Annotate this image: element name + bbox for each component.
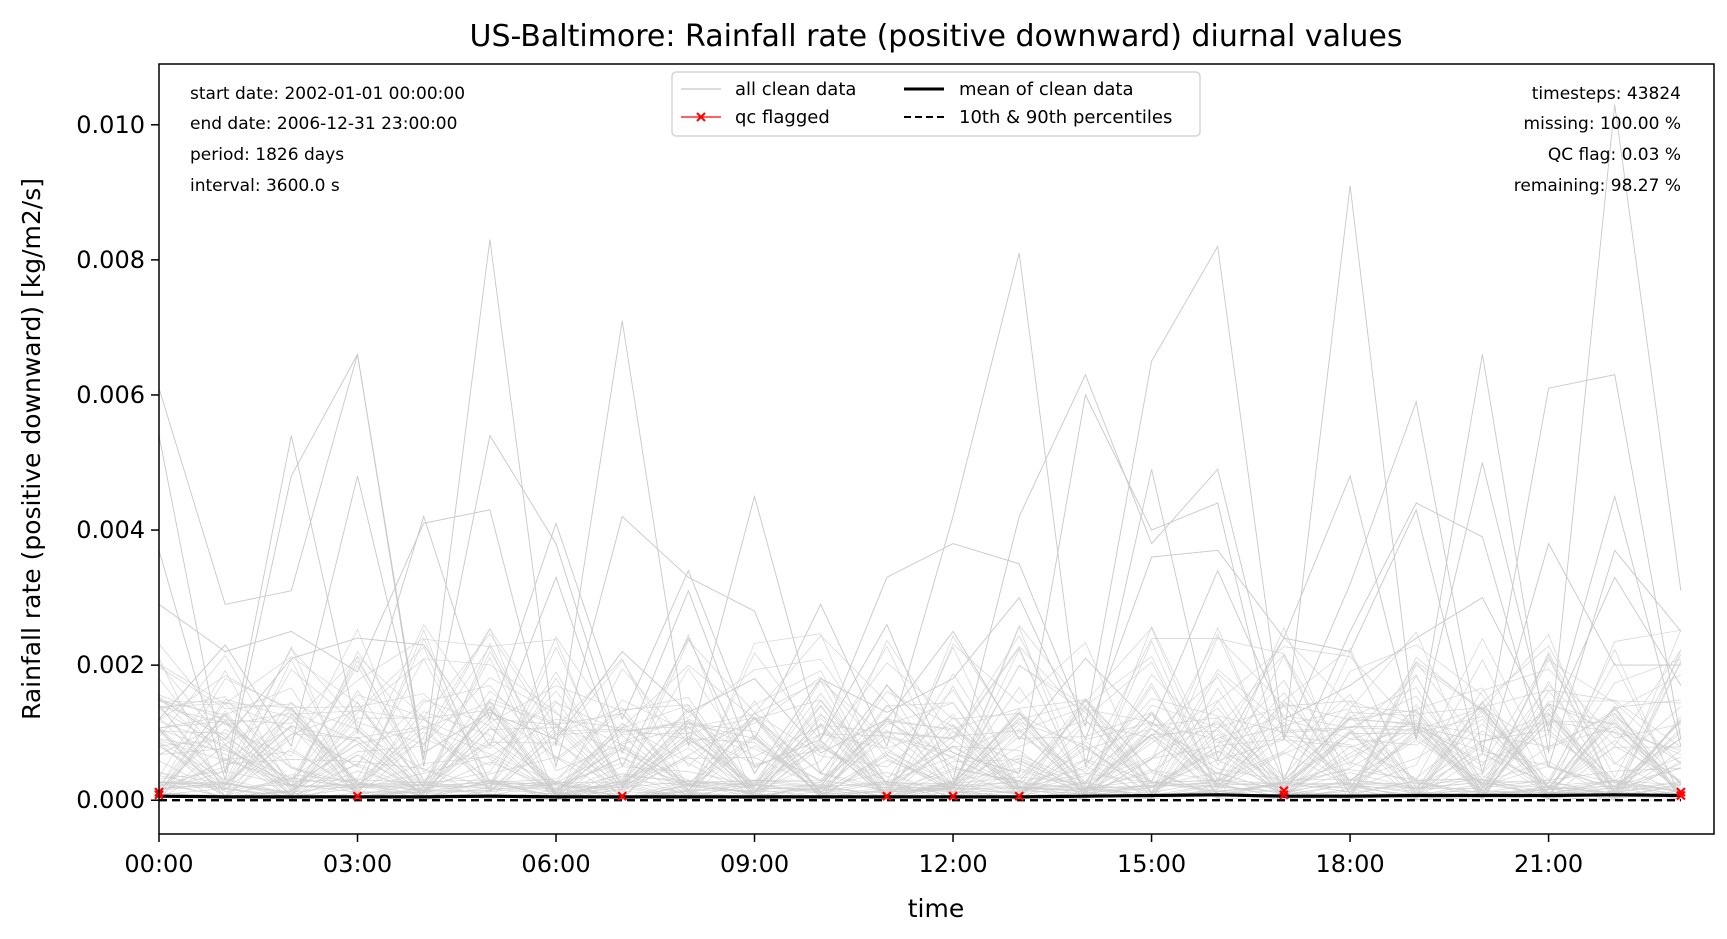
plot-frame xyxy=(158,63,1715,835)
qc-flag-marker-8 xyxy=(1279,790,1289,800)
y-tick-label: 0.002 xyxy=(76,651,145,679)
info-left: start date: 2002-01-01 00:00:00 end date… xyxy=(190,84,465,196)
y-tick-label: 0.004 xyxy=(76,516,145,544)
interval-text: interval: 3600.0 s xyxy=(190,176,340,196)
clean-data-texture-trace xyxy=(158,659,1682,800)
qc-flag-marker-4 xyxy=(882,791,892,801)
clean-data-texture-trace xyxy=(158,721,1681,800)
y-tick-label: 0.010 xyxy=(76,111,145,139)
plot-area xyxy=(154,104,1686,802)
x-tick-label: 06:00 xyxy=(521,850,590,878)
clean-data-texture-trace xyxy=(158,645,1682,800)
clean-data-trace-1 xyxy=(158,252,1682,774)
chart-title: US-Baltimore: Rainfall rate (positive do… xyxy=(470,19,1403,54)
clean-data-texture-trace xyxy=(158,651,1681,801)
x-axis-label: time xyxy=(908,894,964,923)
clean-data-texture-trace xyxy=(158,633,1682,801)
clean-data-texture-trace xyxy=(158,633,1682,801)
legend-label-qc: qc flagged xyxy=(735,107,830,128)
qc-flag-text: QC flag: 0.03 % xyxy=(1548,145,1681,165)
start-date-text: start date: 2002-01-01 00:00:00 xyxy=(190,84,465,104)
x-tick-label: 09:00 xyxy=(720,850,789,878)
clean-data-texture-trace xyxy=(158,631,1682,799)
all-clean-data-lines xyxy=(158,104,1682,782)
clean-data-texture-trace xyxy=(158,658,1682,795)
clean-data-texture-trace xyxy=(158,640,1682,794)
x-tick-label: 15:00 xyxy=(1117,850,1186,878)
clean-data-texture-trace xyxy=(158,628,1682,801)
clean-data-trace-0 xyxy=(158,104,1682,760)
end-date-text: end date: 2006-12-31 23:00:00 xyxy=(190,114,457,134)
missing-text: missing: 100.00 % xyxy=(1524,114,1681,134)
clean-data-texture-trace xyxy=(158,626,1682,799)
clean-data-texture-trace xyxy=(158,646,1681,799)
legend-label-percentiles: 10th & 90th percentiles xyxy=(959,107,1172,128)
clean-data-texture-trace xyxy=(158,674,1682,797)
clean-data-texture-trace xyxy=(158,627,1682,800)
clean-data-texture-trace xyxy=(158,625,1681,801)
x-tick-label: 18:00 xyxy=(1315,850,1384,878)
legend-label-mean: mean of clean data xyxy=(959,79,1134,100)
qc-flag-marker-10 xyxy=(1676,790,1686,801)
qc-flag-marker-3 xyxy=(617,791,627,801)
x-tick-label: 21:00 xyxy=(1514,850,1583,878)
clean-data-texture-trace xyxy=(158,624,1681,797)
clean-data-trace-3 xyxy=(158,393,1682,782)
mean-line-group xyxy=(158,793,1681,799)
clean-data-texture-trace xyxy=(158,635,1682,801)
clean-data-texture-trace xyxy=(158,629,1682,800)
clean-data-texture-trace xyxy=(158,660,1682,801)
clean-data-texture-trace xyxy=(158,635,1682,800)
clean-data-trace-4 xyxy=(158,508,1681,775)
qc-flag-marker-9 xyxy=(1676,787,1686,797)
all-clean-data-baseline xyxy=(158,624,1682,801)
clean-data-texture-trace xyxy=(158,658,1681,800)
clean-data-texture-trace xyxy=(158,661,1682,800)
qc-flag-marker-6 xyxy=(1014,791,1024,801)
y-tick-label: 0.006 xyxy=(76,381,145,409)
info-right: timesteps: 43824 missing: 100.00 % QC fl… xyxy=(1514,84,1681,196)
y-axis-label: Rainfall rate (positive downward) [kg/m2… xyxy=(17,178,46,720)
legend-label-clean: all clean data xyxy=(735,79,856,100)
clean-data-texture-trace xyxy=(158,662,1682,801)
qc-flagged-markers xyxy=(154,785,1686,801)
legend-swatch-qc-marker xyxy=(696,112,706,122)
clean-data-trace-2 xyxy=(158,353,1682,782)
timesteps-text: timesteps: 43824 xyxy=(1532,84,1681,104)
x-tick-label: 00:00 xyxy=(124,850,193,878)
qc-flag-marker-5 xyxy=(948,791,958,801)
x-tick-label: 12:00 xyxy=(918,850,987,878)
legend: all clean data qc flagged mean of clean … xyxy=(671,71,1201,137)
clean-data-texture-trace xyxy=(158,633,1682,800)
qc-flag-marker-2 xyxy=(352,791,363,801)
clean-data-texture-trace xyxy=(158,649,1682,799)
x-axis: 00:00 03:00 06:00 09:00 12:00 15:00 18:00 21:00 xyxy=(124,834,1583,878)
y-tick-label: 0.008 xyxy=(76,246,145,274)
mean-line xyxy=(158,793,1681,799)
y-tick-label: 0.000 xyxy=(76,786,145,814)
clean-data-texture-trace xyxy=(158,700,1682,800)
remaining-text: remaining: 98.27 % xyxy=(1514,176,1681,196)
clean-data-texture-trace xyxy=(158,627,1681,798)
clean-data-texture-trace xyxy=(158,652,1681,799)
x-tick-label: 03:00 xyxy=(323,850,392,878)
y-axis: 0.000 0.002 0.004 0.006 0.008 0.010 xyxy=(76,111,159,814)
period-text: period: 1826 days xyxy=(190,145,344,165)
legend-box xyxy=(671,71,1201,137)
